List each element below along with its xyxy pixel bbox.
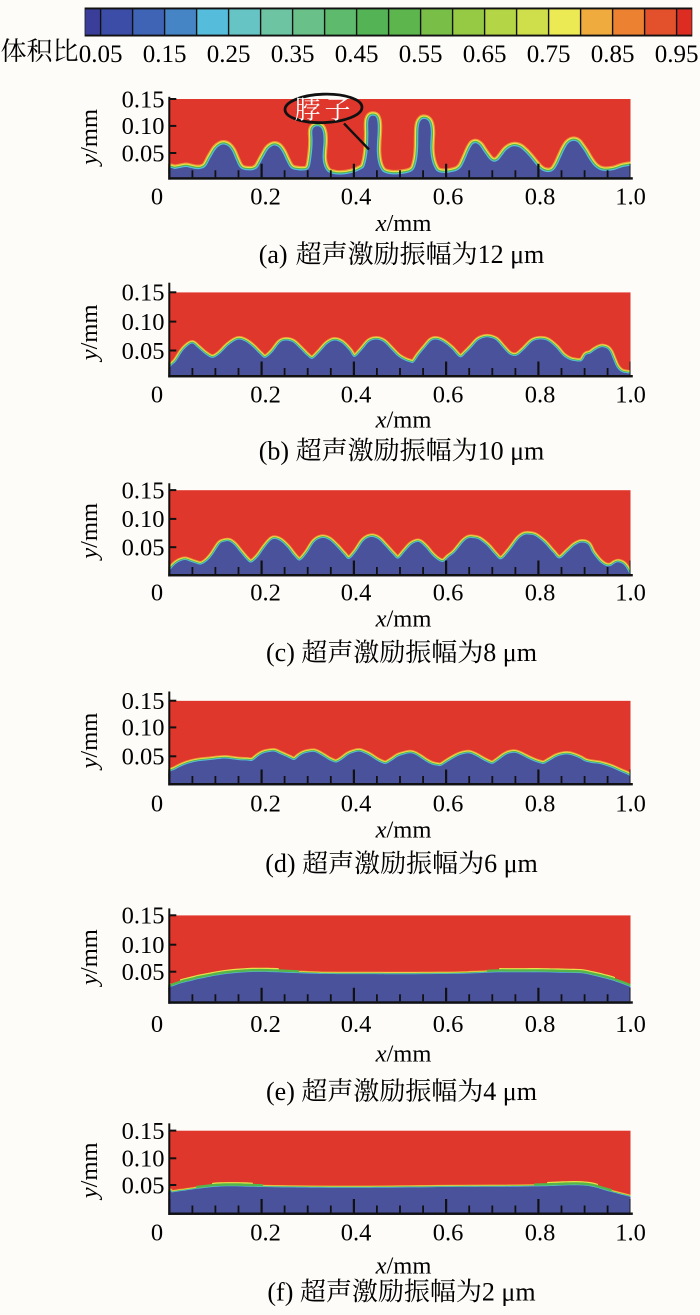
- svg-text:0.2: 0.2: [250, 1011, 281, 1038]
- svg-text:x/mm: x/mm: [375, 816, 432, 843]
- svg-text:0.05: 0.05: [122, 535, 165, 562]
- svg-text:0.8: 0.8: [525, 184, 556, 211]
- svg-text:x/mm: x/mm: [375, 1253, 432, 1280]
- svg-text:0.6: 0.6: [433, 790, 464, 817]
- svg-text:0.2: 0.2: [250, 579, 281, 606]
- svg-text:1.0: 1.0: [615, 790, 646, 817]
- svg-text:0.10: 0.10: [122, 1146, 165, 1173]
- svg-text:0.35: 0.35: [271, 41, 315, 68]
- svg-text:0.8: 0.8: [525, 579, 556, 606]
- svg-text:0.6: 0.6: [433, 1219, 464, 1246]
- svg-text:0.15: 0.15: [143, 41, 187, 68]
- svg-text:0.2: 0.2: [250, 184, 281, 211]
- svg-text:1.0: 1.0: [615, 382, 646, 409]
- svg-text:0.05: 0.05: [122, 338, 165, 365]
- svg-text:0.15: 0.15: [122, 903, 165, 930]
- svg-text:(b): (b): [259, 436, 289, 465]
- svg-text:1.0: 1.0: [615, 579, 646, 606]
- svg-text:0: 0: [151, 579, 163, 606]
- svg-text:2 μm: 2 μm: [482, 1277, 536, 1306]
- svg-text:(d): (d): [265, 849, 295, 878]
- svg-text:x/mm: x/mm: [375, 1040, 432, 1067]
- svg-text:8 μm: 8 μm: [483, 638, 537, 667]
- svg-text:0.6: 0.6: [433, 579, 464, 606]
- svg-text:y/mm: y/mm: [76, 929, 103, 988]
- svg-text:1.0: 1.0: [615, 1011, 646, 1038]
- svg-text:0.4: 0.4: [341, 382, 372, 409]
- svg-text:0.95: 0.95: [655, 41, 699, 68]
- svg-text:y/mm: y/mm: [76, 1142, 103, 1201]
- svg-text:0.2: 0.2: [250, 1219, 281, 1246]
- svg-text:0.85: 0.85: [591, 41, 635, 68]
- svg-text:0: 0: [151, 184, 163, 211]
- svg-text:0.10: 0.10: [122, 309, 165, 336]
- svg-text:0.8: 0.8: [525, 790, 556, 817]
- svg-text:0.8: 0.8: [525, 1219, 556, 1246]
- svg-text:0.05: 0.05: [79, 41, 123, 68]
- svg-text:1.0: 1.0: [615, 1219, 646, 1246]
- svg-text:0.65: 0.65: [463, 41, 507, 68]
- svg-text:0: 0: [151, 1011, 163, 1038]
- svg-text:0.4: 0.4: [341, 1219, 372, 1246]
- svg-text:0.2: 0.2: [250, 790, 281, 817]
- svg-text:0.4: 0.4: [341, 790, 372, 817]
- svg-text:0.10: 0.10: [122, 113, 165, 140]
- svg-text:0: 0: [151, 382, 163, 409]
- svg-text:0.6: 0.6: [433, 184, 464, 211]
- svg-text:0.05: 0.05: [122, 140, 165, 167]
- svg-text:0.8: 0.8: [525, 1011, 556, 1038]
- svg-text:(e): (e): [266, 1077, 295, 1106]
- svg-text:(a): (a): [259, 240, 288, 269]
- svg-text:0: 0: [151, 790, 163, 817]
- svg-text:0.05: 0.05: [122, 959, 165, 986]
- svg-text:0.6: 0.6: [433, 382, 464, 409]
- svg-text:0.45: 0.45: [335, 41, 379, 68]
- svg-text:(c): (c): [266, 638, 295, 667]
- svg-text:4 μm: 4 μm: [483, 1077, 537, 1106]
- svg-text:0.15: 0.15: [122, 86, 165, 113]
- svg-text:12 μm: 12 μm: [478, 240, 545, 269]
- svg-text:x/mm: x/mm: [375, 406, 432, 433]
- svg-text:x/mm: x/mm: [375, 210, 432, 237]
- svg-text:0.4: 0.4: [341, 579, 372, 606]
- svg-text:0.75: 0.75: [527, 41, 571, 68]
- svg-text:0.10: 0.10: [122, 932, 165, 959]
- svg-text:0.6: 0.6: [433, 1011, 464, 1038]
- svg-text:y/mm: y/mm: [76, 503, 103, 562]
- svg-text:1.0: 1.0: [615, 184, 646, 211]
- svg-text:6 μm: 6 μm: [484, 849, 538, 878]
- svg-text:y/mm: y/mm: [76, 305, 103, 364]
- svg-text:x/mm: x/mm: [375, 605, 432, 632]
- svg-text:0.15: 0.15: [122, 280, 165, 307]
- svg-text:0.55: 0.55: [399, 41, 443, 68]
- svg-text:10 μm: 10 μm: [478, 436, 545, 465]
- svg-text:y/mm: y/mm: [76, 713, 103, 772]
- svg-text:0.05: 0.05: [122, 744, 165, 771]
- svg-text:0.4: 0.4: [341, 184, 372, 211]
- svg-text:0.15: 0.15: [122, 688, 165, 715]
- svg-text:0: 0: [151, 1219, 163, 1246]
- svg-text:0.15: 0.15: [122, 477, 165, 504]
- svg-text:0.25: 0.25: [207, 41, 251, 68]
- svg-text:y/mm: y/mm: [76, 109, 103, 168]
- svg-text:(f): (f): [267, 1277, 293, 1306]
- svg-text:0.2: 0.2: [250, 382, 281, 409]
- svg-text:0.05: 0.05: [122, 1172, 165, 1199]
- svg-text:0.8: 0.8: [525, 382, 556, 409]
- svg-text:0.4: 0.4: [341, 1011, 372, 1038]
- svg-text:0.10: 0.10: [122, 715, 165, 742]
- svg-text:0.10: 0.10: [122, 506, 165, 533]
- svg-text:0.15: 0.15: [122, 1118, 165, 1145]
